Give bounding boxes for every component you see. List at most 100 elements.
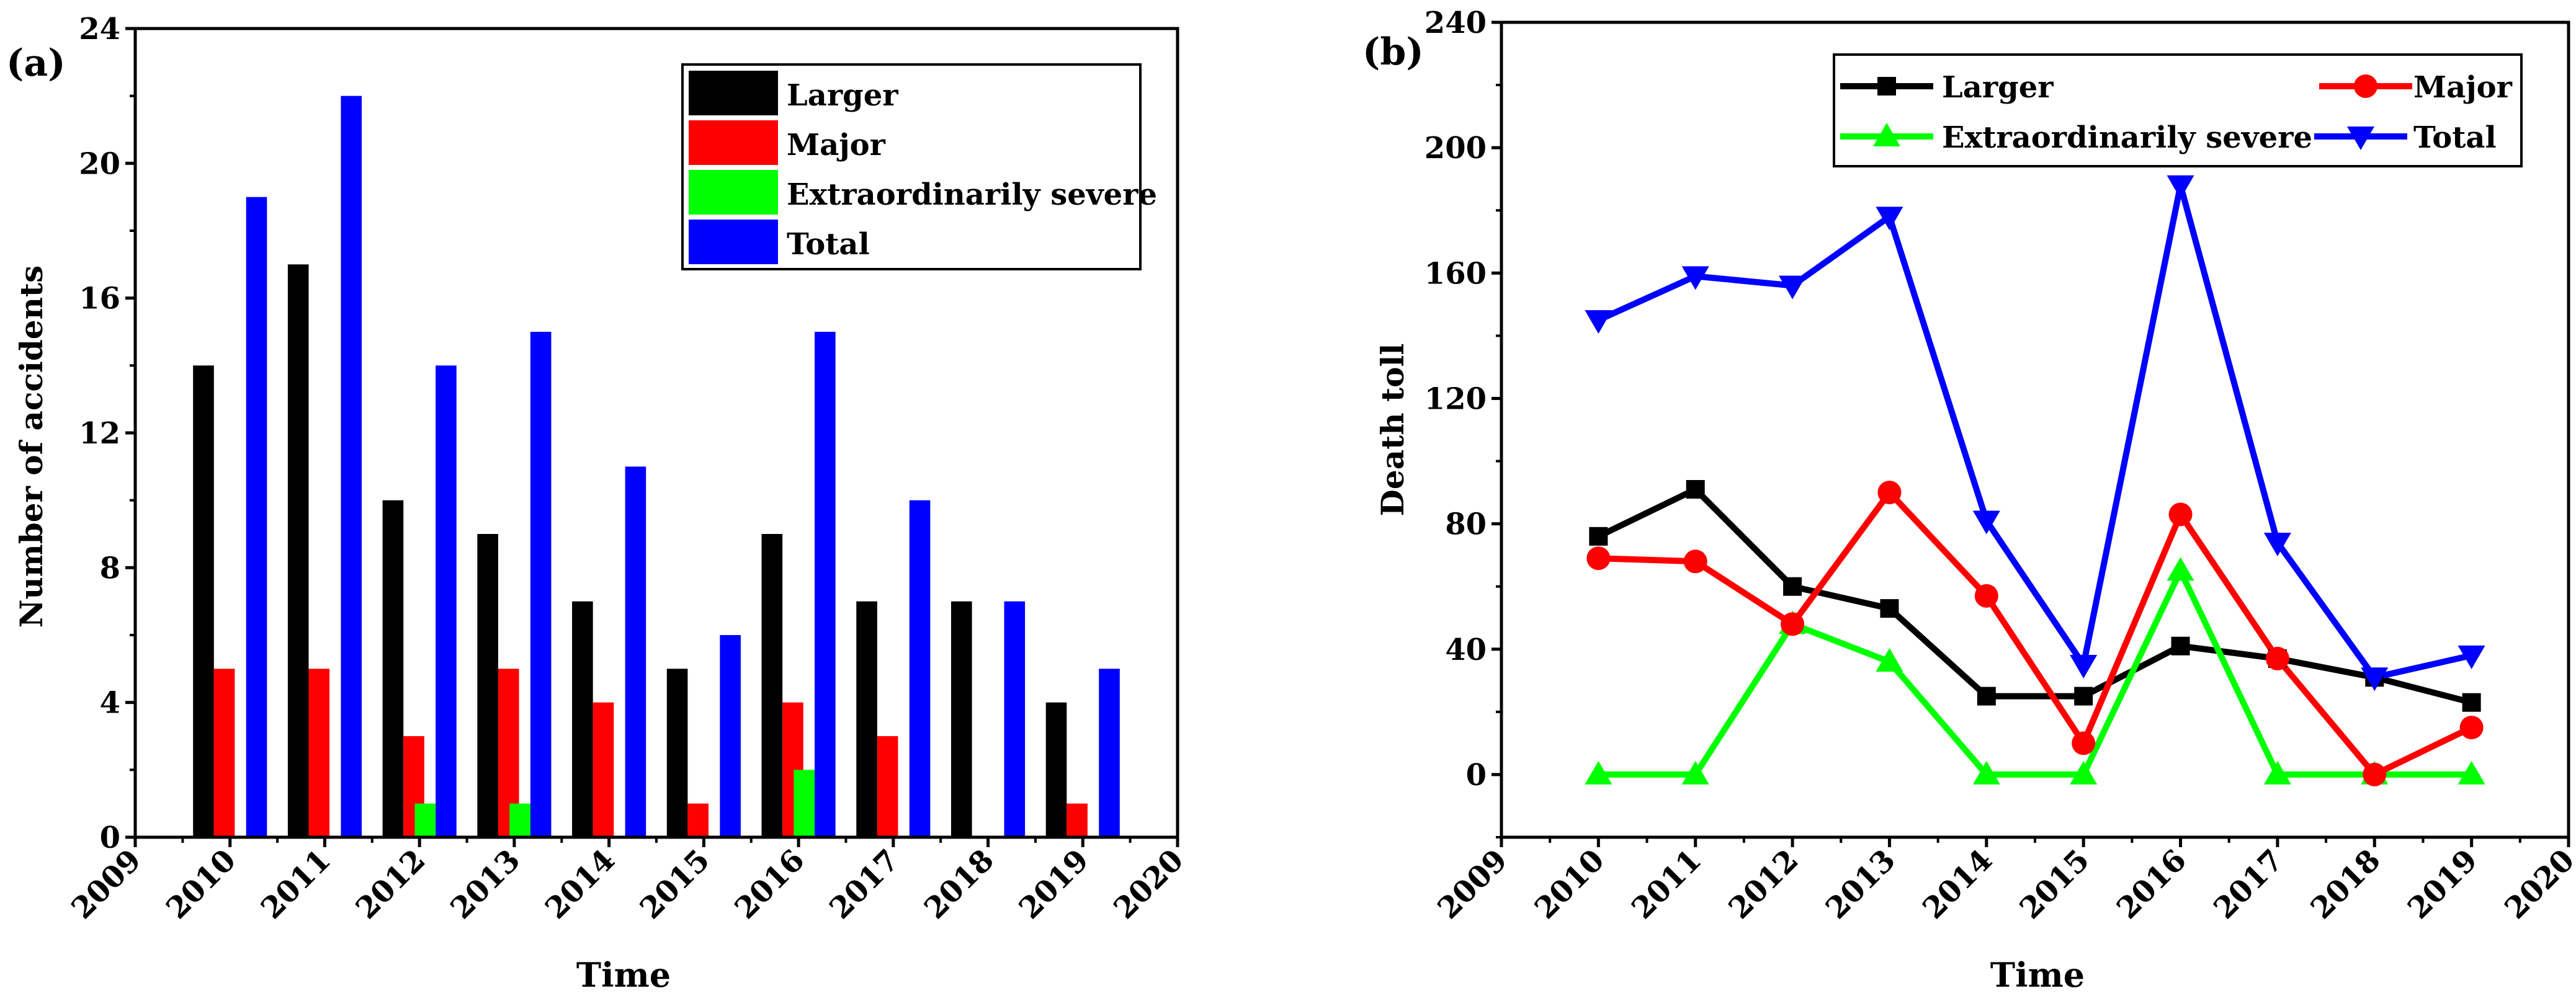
a-y-tick-label: 8: [100, 551, 120, 585]
a-x-tick-label: 2019: [1013, 843, 1096, 926]
b-y-tick-label: 240: [1424, 6, 1487, 40]
b-y-tick-label: 120: [1424, 381, 1487, 416]
panel-a-plot-frame: [133, 27, 1179, 839]
bar-extraordinarily-severe-2016: [794, 770, 815, 837]
point-total-2015: [2070, 655, 2098, 679]
point-extraordinarily-severe-2011: [1681, 760, 1709, 785]
bar-total-2017: [909, 500, 931, 837]
a-y-tick-label: 12: [79, 416, 120, 451]
b-x-tick-label: 2009: [1431, 843, 1514, 926]
panel-b-x-axis-label: Time: [1990, 955, 2085, 995]
bar-total-2018: [1004, 601, 1026, 837]
legend-b-label-severe: Extraordinarily severe: [1942, 120, 2312, 155]
bar-larger-2011: [287, 264, 309, 837]
panel-a-bars: [193, 96, 1120, 838]
point-total-2014: [1972, 510, 2000, 535]
b-x-tick-label: 2011: [1625, 843, 1708, 926]
point-larger-2015: [2074, 687, 2093, 706]
line-larger: [1597, 486, 2472, 706]
point-larger-2014: [1977, 687, 1996, 706]
b-x-tick-label: 2019: [2401, 843, 2484, 926]
point-major-2012: [1781, 612, 1805, 636]
point-larger-2010: [1589, 527, 1608, 546]
b-y-tick-label: 160: [1424, 256, 1487, 291]
legend-a-swatch-severe: [689, 170, 778, 215]
b-x-tick-label: 2015: [2013, 843, 2096, 926]
legend-b-label-total: Total: [2413, 120, 2497, 155]
bar-total-2012: [436, 365, 457, 837]
legend-b-marker-severe: [1873, 123, 1900, 146]
a-x-tick-label: 2015: [633, 843, 717, 926]
bar-major-2014: [593, 702, 614, 837]
legend-a-label-severe: Extraordinarily severe: [787, 177, 1157, 212]
point-larger-2012: [1783, 577, 1802, 596]
point-major-2014: [1974, 584, 1998, 608]
bar-major-2017: [877, 736, 898, 837]
panel-b-x-tick-labels: 2009 2010 2011 2012 2013 2014 2015 2016 2017 2018…: [1431, 843, 2576, 926]
panel-a-y-axis-label: Number of accidents: [13, 265, 50, 628]
point-total-2013: [1876, 207, 1903, 231]
b-y-tick-label: 80: [1445, 507, 1487, 542]
panel-a-y-tick-labels: 0 4 8 12 16 20 24: [79, 12, 120, 855]
point-total-2019: [2457, 645, 2485, 669]
legend-a-label-total: Total: [787, 227, 870, 262]
point-total-2012: [1779, 275, 1807, 300]
point-extraordinarily-severe-2010: [1585, 760, 1612, 785]
point-larger-2011: [1686, 480, 1705, 499]
bar-total-2019: [1099, 669, 1120, 837]
bar-larger-2019: [1045, 702, 1067, 837]
a-x-tick-label: 2017: [823, 843, 906, 926]
bar-larger-2015: [666, 669, 688, 837]
b-y-tick-label: 200: [1424, 131, 1487, 166]
panel-b-label: (b): [1362, 30, 1424, 74]
bar-larger-2012: [382, 500, 404, 837]
point-major-2018: [2363, 762, 2387, 786]
legend-b-marker-total: [2347, 127, 2374, 150]
point-major-2019: [2459, 716, 2484, 740]
point-major-2011: [1683, 549, 1707, 574]
panel-a-bar-chart: (a) Number of accidents Time 0 4 8 12 16 20 24…: [6, 12, 1190, 995]
panel-b-legend: Larger Major Extraordinarily severe Tota…: [1833, 53, 2523, 167]
a-x-tick-label: 2016: [728, 843, 812, 926]
point-total-2011: [1681, 266, 1709, 290]
b-x-tick-label: 2014: [1916, 843, 1999, 926]
point-major-2013: [1877, 481, 1902, 505]
a-x-tick-label: 2018: [918, 843, 1001, 926]
b-x-tick-label: 2018: [2304, 843, 2387, 926]
b-x-tick-label: 2010: [1528, 843, 1611, 926]
bar-major-2019: [1067, 803, 1088, 837]
panel-a-legend: Larger Major Extraordinarily severe Tota…: [681, 63, 1157, 270]
bar-total-2014: [625, 466, 646, 837]
bar-total-2010: [246, 197, 267, 838]
legend-a-swatch-larger: [689, 71, 778, 115]
bar-major-2011: [308, 669, 330, 837]
legend-a-label-larger: Larger: [787, 78, 898, 113]
b-x-tick-label: 2020: [2498, 843, 2576, 926]
bar-major-2010: [213, 669, 235, 837]
panel-b-plot-frame: [1500, 20, 2570, 839]
b-y-tick-label: 40: [1445, 633, 1487, 667]
panel-b-legend-box: [1833, 53, 2523, 167]
point-major-2010: [1586, 546, 1611, 571]
a-x-tick-label: 2011: [254, 843, 338, 926]
a-y-tick-label: 16: [79, 282, 120, 316]
a-x-tick-label: 2014: [539, 843, 622, 926]
a-y-tick-label: 24: [79, 12, 120, 47]
point-larger-2013: [1880, 599, 1899, 618]
bar-total-2013: [530, 332, 552, 837]
bar-larger-2016: [761, 534, 783, 837]
a-x-tick-label: 2013: [444, 843, 527, 926]
point-total-2010: [1585, 310, 1612, 334]
a-y-tick-label: 0: [100, 820, 120, 855]
point-major-2015: [2072, 731, 2096, 755]
line-major: [1598, 489, 2473, 778]
point-extraordinarily-severe-2016: [2167, 557, 2194, 581]
panel-b-series-lines: [1585, 175, 2485, 786]
bar-major-2015: [687, 803, 709, 837]
a-x-tick-label: 2010: [159, 843, 243, 926]
panel-a-label: (a): [6, 42, 66, 85]
point-extraordinarily-severe-2014: [1972, 760, 2000, 785]
panel-a-tick-marks: [125, 27, 1179, 847]
b-x-tick-label: 2012: [1722, 843, 1805, 926]
bar-larger-2013: [477, 534, 498, 837]
